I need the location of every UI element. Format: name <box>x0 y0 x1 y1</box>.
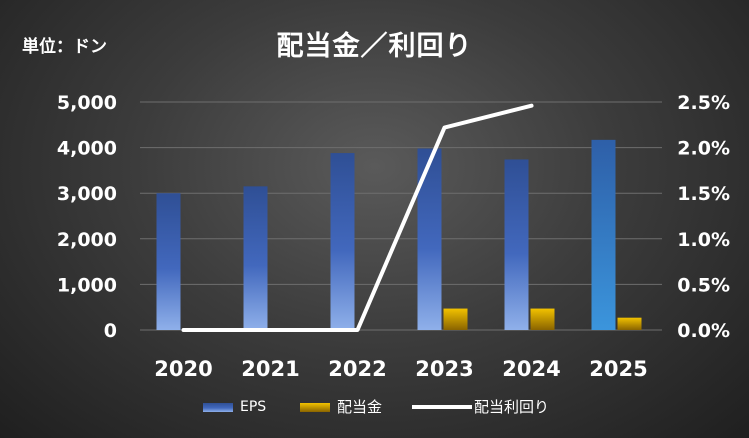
y-left-tick-label: 3,000 <box>57 183 117 205</box>
y-left-tick-label: 4,000 <box>57 138 117 160</box>
dividend-bar <box>443 308 468 330</box>
y-left-tick-label: 1,000 <box>57 274 117 296</box>
x-tick-label: 2025 <box>589 357 647 381</box>
legend-label-yield: 配当利回り <box>474 398 549 416</box>
x-tick-label: 2021 <box>241 357 299 381</box>
eps-bar <box>243 186 268 330</box>
yield-line <box>181 103 534 332</box>
y-right-tick-label: 1.0% <box>677 229 730 251</box>
legend-swatch-eps <box>203 403 233 412</box>
unit-label: 単位：ドン <box>22 37 107 57</box>
eps-bar <box>330 153 355 330</box>
y-right-tick-label: 1.5% <box>677 183 730 205</box>
eps-bar <box>591 139 616 330</box>
chart-title: 配当金／利回り <box>276 31 473 62</box>
eps-bar <box>156 193 181 330</box>
legend-label-dividend: 配当金 <box>337 398 382 416</box>
x-tick-label: 2022 <box>328 357 386 381</box>
y-right-tick-label: 2.0% <box>677 138 730 160</box>
y-right-tick-label: 0.0% <box>677 320 730 342</box>
dividend-bar <box>617 317 642 330</box>
legend-swatch-dividend <box>300 403 330 412</box>
dividend-bar <box>530 308 555 330</box>
legend-label-eps: EPS <box>240 399 266 415</box>
x-tick-label: 2023 <box>415 357 473 381</box>
x-tick-label: 2024 <box>502 357 560 381</box>
y-left-tick-label: 5,000 <box>57 92 117 114</box>
eps-bar <box>417 148 442 330</box>
y-left-tick-label: 2,000 <box>57 229 117 251</box>
x-tick-label: 2020 <box>154 357 212 381</box>
y-left-tick-label: 0 <box>104 320 117 342</box>
y-right-tick-label: 0.5% <box>677 274 730 296</box>
eps-bar <box>504 159 529 330</box>
y-right-tick-label: 2.5% <box>677 92 730 114</box>
